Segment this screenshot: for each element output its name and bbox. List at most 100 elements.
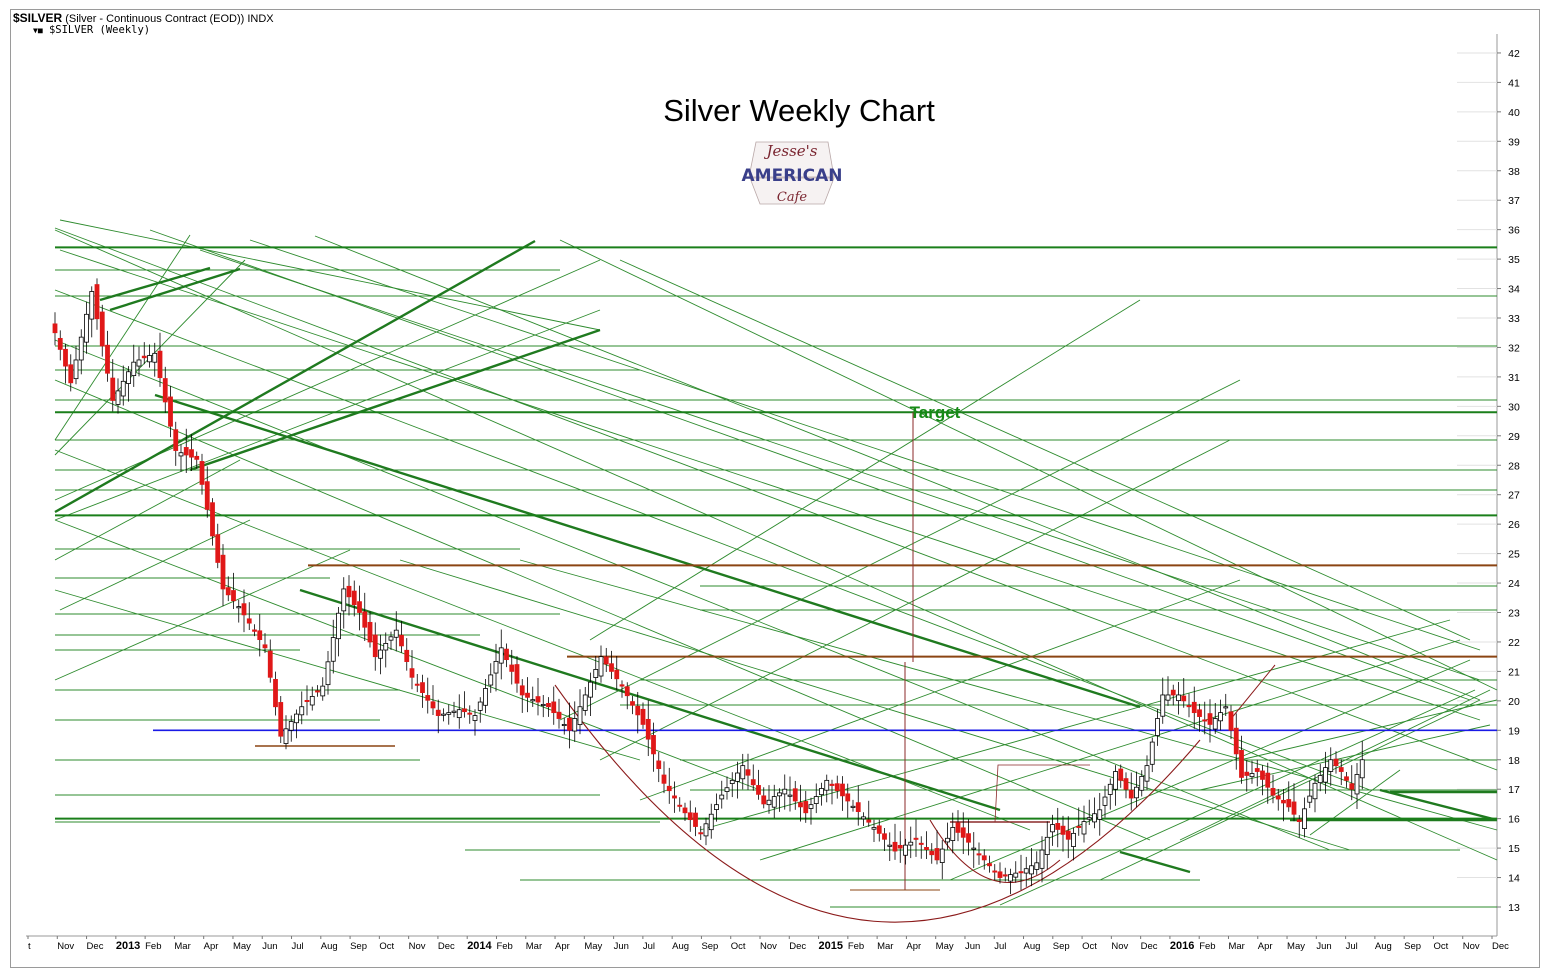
price-candle	[435, 699, 441, 734]
x-tick-label: Mar	[877, 941, 893, 952]
price-candle	[666, 767, 672, 804]
candle-body	[456, 709, 462, 719]
price-candle	[792, 780, 798, 810]
candle-body	[78, 336, 84, 361]
candle-body	[945, 837, 950, 843]
price-candle	[866, 800, 872, 827]
price-candle	[609, 650, 614, 679]
candle-body	[1212, 718, 1218, 730]
candle-body	[357, 601, 362, 613]
candle-body	[1275, 795, 1281, 800]
candle-body	[446, 712, 452, 715]
candle-body	[845, 793, 851, 802]
price-candle	[141, 342, 147, 365]
candle-body	[1354, 774, 1360, 795]
candle-body	[115, 390, 121, 405]
price-candle	[115, 378, 121, 414]
price-candle	[808, 797, 814, 825]
trend-line	[559, 239, 1498, 691]
x-tick-label: Mar	[1228, 941, 1244, 952]
price-candle	[892, 823, 898, 860]
x-tick-label: Dec	[789, 941, 806, 952]
price-candle	[756, 769, 761, 800]
price-candle	[1008, 868, 1013, 895]
candle-body	[488, 674, 494, 686]
price-candle	[89, 286, 95, 338]
price-candle	[1076, 807, 1082, 836]
price-candle	[320, 677, 326, 701]
price-candle	[1207, 699, 1213, 743]
candle-body	[745, 769, 751, 776]
price-candle	[1170, 684, 1176, 706]
price-candle	[126, 366, 131, 402]
candle-body	[420, 682, 425, 694]
candle-body	[1149, 741, 1155, 765]
price-candle	[540, 695, 546, 718]
y-tick-label: 18	[1508, 755, 1520, 767]
candle-body	[1023, 868, 1029, 874]
candle-body	[698, 832, 704, 835]
price-candle	[1197, 703, 1202, 732]
candle-body	[1123, 778, 1129, 790]
x-tick-label: May	[584, 941, 602, 952]
candle-body	[1249, 773, 1255, 778]
candle-body	[199, 461, 205, 485]
price-candle	[1018, 854, 1024, 891]
x-tick-label: Jul	[292, 941, 304, 952]
y-tick-label: 35	[1508, 254, 1520, 266]
price-candle	[1176, 682, 1181, 715]
candle-body	[1013, 872, 1019, 878]
price-candle	[1270, 774, 1276, 804]
candle-body	[315, 690, 320, 693]
price-candle	[383, 632, 389, 668]
y-tick-label: 40	[1508, 107, 1520, 119]
price-candle	[1317, 763, 1323, 792]
candle-body	[1323, 767, 1328, 783]
candle-body	[299, 706, 305, 716]
candle-body	[761, 795, 767, 805]
candle-body	[1202, 719, 1208, 722]
price-candle	[735, 761, 740, 799]
x-tick-label: Dec	[1492, 941, 1509, 952]
candle-body	[136, 359, 142, 367]
candle-body	[687, 812, 693, 821]
candle-body	[1160, 694, 1166, 717]
candle-body	[824, 779, 830, 791]
candle-body	[404, 649, 410, 662]
legend-marker-icon: ▼■	[33, 26, 43, 35]
candle-body	[152, 352, 158, 363]
y-tick-label: 39	[1508, 136, 1520, 148]
price-candle	[556, 698, 562, 729]
price-candle	[1338, 759, 1344, 786]
candle-body	[887, 844, 893, 847]
price-candle	[1244, 760, 1250, 792]
x-tick-label: t	[28, 941, 31, 952]
candle-body	[1018, 871, 1024, 874]
trend-line-thick	[54, 239, 536, 514]
candle-body	[530, 699, 536, 702]
symbol-label: $SILVER	[13, 11, 63, 25]
candle-body	[252, 629, 257, 632]
price-candle	[708, 803, 714, 839]
trend-line	[1309, 769, 1401, 836]
candle-body	[1139, 776, 1145, 791]
price-candle	[1191, 686, 1197, 729]
candle-body	[1254, 768, 1260, 772]
price-candle	[950, 812, 956, 854]
candle-body	[1039, 849, 1045, 869]
price-candle	[252, 624, 257, 637]
y-tick-label: 25	[1508, 549, 1520, 561]
price-candle	[1128, 772, 1134, 811]
x-tick-label: Oct	[731, 941, 746, 952]
price-candle	[136, 346, 142, 377]
candle-body	[630, 701, 635, 706]
candle-body	[955, 822, 961, 833]
candle-body	[598, 656, 604, 677]
candle-body	[1113, 771, 1118, 790]
candle-body	[798, 802, 803, 808]
price-candle	[372, 622, 378, 671]
candle-body	[546, 702, 551, 708]
trend-line	[149, 229, 1471, 701]
candle-body	[992, 870, 998, 873]
x-tick-label: Apr	[1258, 941, 1273, 952]
